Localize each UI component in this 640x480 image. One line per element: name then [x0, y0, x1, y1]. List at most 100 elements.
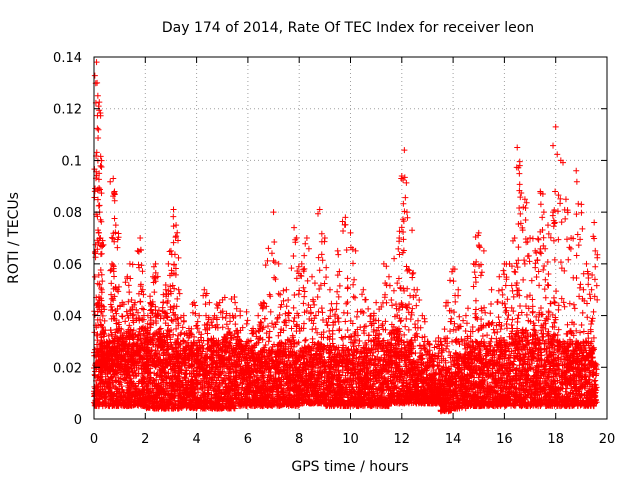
data-point	[215, 345, 222, 352]
data-point	[130, 388, 137, 395]
data-point	[137, 397, 144, 404]
data-point	[144, 366, 151, 373]
data-point	[175, 405, 182, 412]
data-point	[195, 400, 202, 407]
data-point	[244, 317, 251, 324]
data-point	[194, 400, 201, 407]
data-point	[105, 388, 112, 395]
data-point	[98, 393, 105, 400]
data-point	[194, 401, 201, 408]
data-point	[365, 305, 372, 312]
data-point	[125, 402, 132, 409]
data-point	[94, 374, 101, 381]
data-point	[145, 386, 152, 393]
data-point	[208, 394, 215, 400]
data-point	[171, 365, 178, 372]
data-point	[149, 401, 156, 408]
data-point	[201, 381, 208, 388]
data-point	[97, 379, 104, 386]
data-point	[122, 377, 129, 384]
data-point	[185, 378, 192, 385]
data-point	[181, 373, 188, 380]
data-point	[144, 373, 151, 380]
data-point	[131, 398, 138, 405]
data-point	[94, 387, 101, 394]
data-point	[209, 364, 216, 371]
data-point	[338, 334, 345, 341]
data-point	[210, 360, 217, 367]
data-point	[215, 395, 222, 402]
data-point	[194, 385, 201, 392]
data-point	[156, 403, 163, 410]
data-point	[188, 401, 195, 408]
data-point	[165, 370, 172, 377]
data-point	[125, 390, 132, 397]
data-point	[162, 382, 169, 389]
data-point	[118, 386, 125, 393]
data-point	[117, 379, 124, 386]
data-point	[182, 377, 189, 384]
data-point	[160, 387, 167, 394]
data-point	[97, 388, 104, 395]
data-point	[213, 377, 220, 384]
data-point	[95, 383, 102, 390]
data-point	[312, 325, 319, 332]
data-point	[174, 377, 181, 384]
data-point	[170, 405, 177, 412]
data-point	[202, 373, 209, 380]
data-point	[175, 370, 182, 377]
data-point	[105, 396, 112, 403]
data-point	[128, 384, 135, 391]
data-point	[179, 384, 186, 391]
data-point	[208, 368, 215, 375]
data-point	[210, 387, 217, 394]
data-point	[108, 374, 115, 381]
data-point	[208, 379, 215, 386]
data-point	[131, 367, 138, 374]
data-point	[174, 398, 181, 405]
data-point	[132, 383, 139, 390]
data-point	[130, 380, 137, 387]
data-point	[182, 398, 189, 405]
data-point	[204, 392, 211, 399]
data-point	[405, 326, 412, 333]
data-point	[123, 374, 130, 381]
data-point	[112, 370, 119, 377]
data-point	[115, 374, 122, 381]
data-point	[160, 379, 167, 386]
data-point	[266, 328, 273, 335]
data-points	[91, 59, 601, 415]
data-point	[156, 395, 163, 402]
data-point	[205, 387, 212, 394]
data-point	[123, 368, 130, 375]
data-point	[206, 375, 213, 382]
data-point	[168, 390, 175, 397]
chart-title: Day 174 of 2014, Rate Of TEC Index for r…	[162, 20, 534, 36]
data-point	[375, 317, 382, 324]
data-point	[186, 397, 193, 404]
data-point	[117, 398, 124, 405]
data-point	[177, 351, 184, 358]
data-point	[113, 378, 120, 385]
data-point	[106, 384, 113, 391]
data-point	[168, 376, 175, 383]
data-point	[112, 329, 119, 336]
data-point	[388, 297, 395, 304]
data-point	[200, 403, 207, 410]
data-point	[111, 391, 118, 398]
data-point	[180, 337, 187, 344]
data-point	[121, 400, 128, 407]
data-point	[216, 388, 223, 395]
data-point	[138, 370, 145, 377]
data-point	[169, 379, 176, 386]
data-point	[176, 383, 183, 390]
data-point	[160, 352, 167, 359]
data-point	[188, 370, 195, 377]
data-point	[124, 382, 131, 389]
data-point	[175, 332, 182, 339]
data-point	[202, 385, 209, 392]
data-point	[147, 365, 154, 372]
data-point	[145, 380, 152, 387]
data-point	[211, 370, 218, 377]
